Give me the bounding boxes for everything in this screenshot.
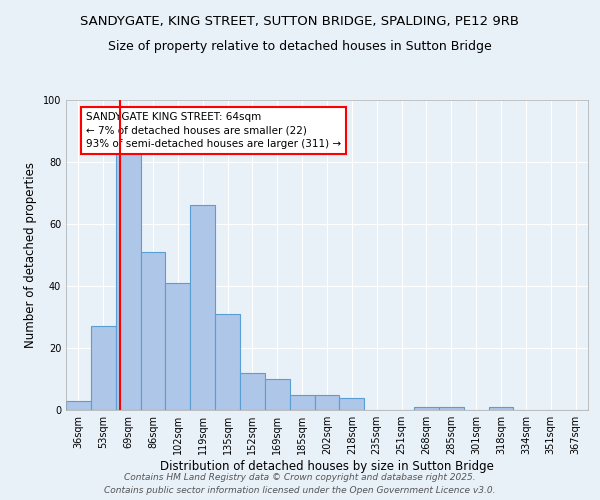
Bar: [488, 407, 514, 410]
X-axis label: Distribution of detached houses by size in Sutton Bridge: Distribution of detached houses by size …: [160, 460, 494, 473]
Text: Size of property relative to detached houses in Sutton Bridge: Size of property relative to detached ho…: [108, 40, 492, 53]
Bar: [116, 150, 140, 410]
Text: SANDYGATE KING STREET: 64sqm
← 7% of detached houses are smaller (22)
93% of sem: SANDYGATE KING STREET: 64sqm ← 7% of det…: [86, 112, 341, 149]
Text: SANDYGATE, KING STREET, SUTTON BRIDGE, SPALDING, PE12 9RB: SANDYGATE, KING STREET, SUTTON BRIDGE, S…: [80, 15, 520, 28]
Bar: [66, 400, 91, 410]
Bar: [190, 206, 215, 410]
Bar: [215, 314, 240, 410]
Bar: [166, 283, 190, 410]
Bar: [91, 326, 116, 410]
Text: Contains HM Land Registry data © Crown copyright and database right 2025.
Contai: Contains HM Land Registry data © Crown c…: [104, 474, 496, 495]
Bar: [265, 379, 290, 410]
Y-axis label: Number of detached properties: Number of detached properties: [24, 162, 37, 348]
Bar: [240, 373, 265, 410]
Bar: [414, 407, 439, 410]
Bar: [290, 394, 314, 410]
Bar: [439, 407, 464, 410]
Bar: [340, 398, 364, 410]
Bar: [314, 394, 340, 410]
Bar: [140, 252, 166, 410]
